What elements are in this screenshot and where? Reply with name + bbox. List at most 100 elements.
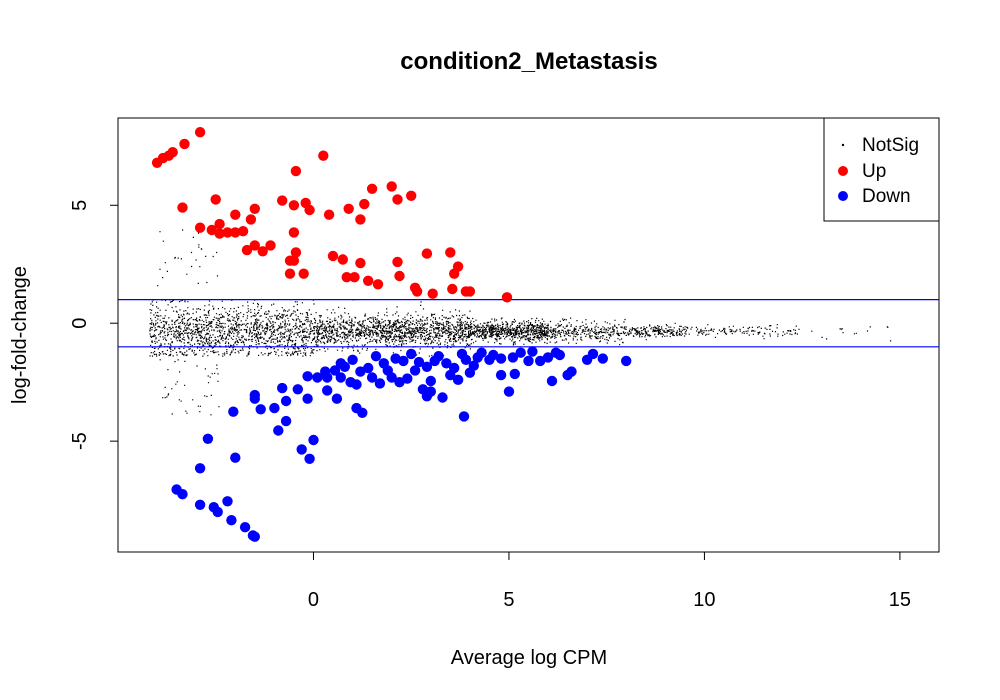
down-point <box>503 386 515 397</box>
legend-label-notsig: NotSig <box>862 135 919 156</box>
down-point <box>566 366 577 377</box>
up-point <box>222 227 233 238</box>
up-point <box>245 214 257 225</box>
x-axis-label: Average log CPM <box>451 647 607 669</box>
up-point <box>194 127 206 138</box>
up-point <box>241 244 253 256</box>
down-point <box>322 385 333 396</box>
down-point <box>425 375 436 387</box>
down-point <box>194 499 206 510</box>
down-point <box>509 368 520 380</box>
down-point <box>329 365 341 376</box>
up-point <box>411 286 423 297</box>
up-point <box>249 240 260 251</box>
legend: NotSig Up Down <box>823 117 940 222</box>
down-point <box>230 452 241 463</box>
down-point <box>441 358 452 369</box>
down-point <box>249 393 260 404</box>
down-point <box>535 355 546 367</box>
notsig-points <box>149 229 892 416</box>
down-point <box>402 373 413 384</box>
up-point <box>372 279 384 290</box>
up-point <box>445 247 456 258</box>
down-point <box>394 377 405 388</box>
down-point <box>239 522 251 533</box>
up-point <box>214 218 225 230</box>
up-point <box>452 261 464 272</box>
down-point <box>452 374 464 385</box>
down-point <box>449 362 460 374</box>
down-point <box>355 366 366 377</box>
down-point <box>366 372 378 383</box>
up-point <box>210 194 221 205</box>
up-point <box>177 202 188 213</box>
down-point <box>429 355 440 367</box>
up-point <box>501 292 513 303</box>
up-point <box>288 200 300 211</box>
down-point <box>320 366 331 377</box>
down-point <box>550 347 562 358</box>
up-point <box>464 286 476 297</box>
up-point <box>363 275 374 286</box>
x-tick-label: 5 <box>503 589 514 611</box>
up-point <box>327 250 339 262</box>
legend-label-up: Up <box>862 161 886 182</box>
up-point <box>265 240 276 251</box>
up-point <box>349 272 360 283</box>
y-axis: -5 0 5 <box>69 200 119 450</box>
up-point <box>206 224 217 236</box>
down-point <box>460 354 472 365</box>
up-point <box>214 228 225 239</box>
down-point <box>546 375 558 387</box>
down-point <box>351 379 362 390</box>
down-point <box>202 433 214 444</box>
down-point <box>177 489 188 500</box>
x-axis: 0 5 10 15 <box>308 551 911 611</box>
down-point <box>335 358 346 369</box>
up-point <box>359 198 370 210</box>
down-point <box>273 425 284 436</box>
down-point <box>413 356 425 368</box>
up-point <box>341 272 352 283</box>
threshold-lines <box>118 299 939 348</box>
down-point <box>277 382 288 394</box>
up-point <box>167 147 178 158</box>
down-point <box>302 393 313 404</box>
down-point <box>228 406 239 417</box>
down-point <box>357 407 368 418</box>
down-point <box>378 358 389 369</box>
up-point <box>290 247 302 258</box>
up-point <box>290 165 302 177</box>
up-point <box>288 227 300 238</box>
up-point <box>394 270 405 282</box>
down-point <box>527 346 538 357</box>
up-point <box>406 190 417 201</box>
notsig-point-cloud <box>149 229 892 416</box>
down-point <box>296 444 307 455</box>
down-point <box>347 354 358 365</box>
down-point <box>398 355 409 367</box>
significant-points <box>151 127 632 542</box>
y-tick-label: 0 <box>69 318 91 329</box>
up-point <box>304 204 315 216</box>
down-point <box>425 386 436 397</box>
up-point <box>323 209 335 220</box>
x-tick-label: 0 <box>308 589 319 611</box>
up-point <box>277 195 288 206</box>
up-point <box>355 257 366 269</box>
down-point <box>249 531 260 542</box>
up-point <box>337 254 348 265</box>
up-point <box>421 248 433 259</box>
up-point <box>355 214 366 225</box>
up-point <box>447 283 458 295</box>
up-point <box>284 255 296 266</box>
up-point <box>392 194 403 205</box>
y-axis-label: log-fold-change <box>9 266 31 404</box>
legend-up-marker <box>838 166 848 176</box>
up-point <box>298 268 309 279</box>
down-point <box>280 415 292 427</box>
chart-title: condition2_Metastasis <box>400 48 657 75</box>
down-point <box>226 515 237 526</box>
legend-label-down: Down <box>862 186 911 207</box>
